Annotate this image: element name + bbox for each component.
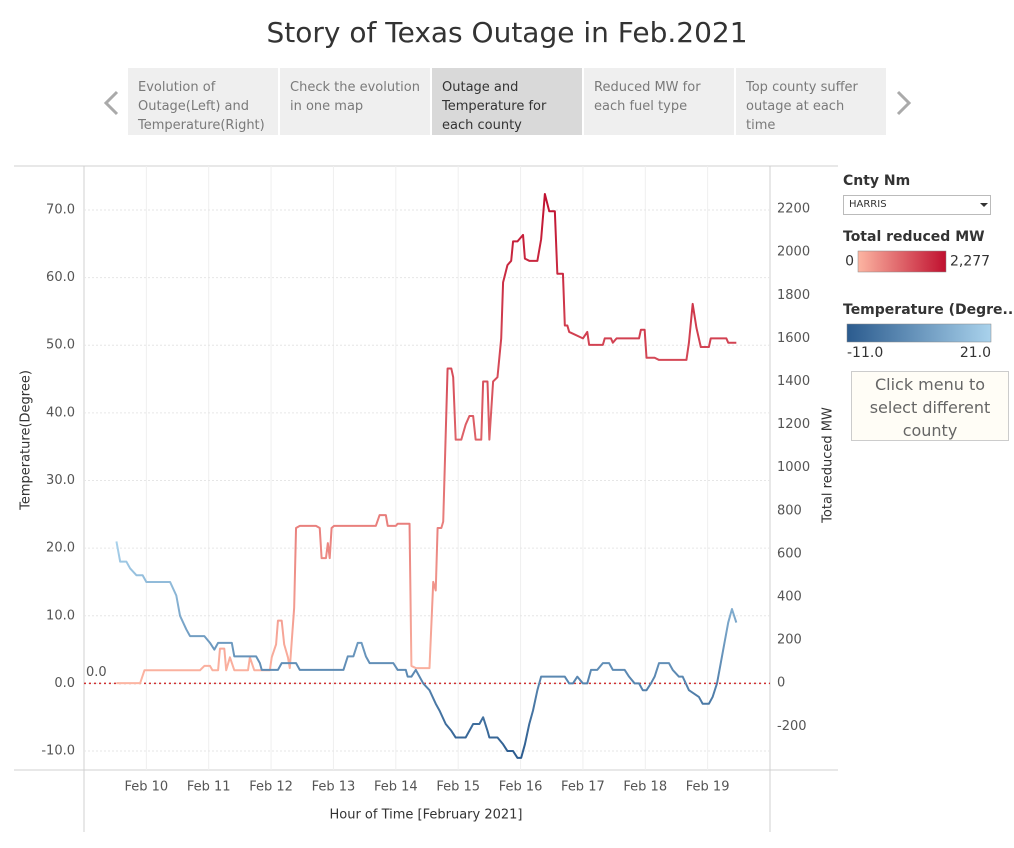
x-tick-label: Feb 12 <box>249 780 293 795</box>
y2-tick-label: 1000 <box>777 460 810 475</box>
y-tick-label: 0.0 <box>54 676 75 691</box>
story-point[interactable]: Check the evolution in one map <box>280 68 430 135</box>
y2-tick-label: 1400 <box>777 374 810 389</box>
legend-tick-label: 2,277 <box>950 254 990 270</box>
y2-tick-label: 200 <box>777 633 802 648</box>
y-tick-label: 20.0 <box>46 541 75 556</box>
y2-tick-label: 1800 <box>777 288 810 303</box>
y-tick-label: 30.0 <box>46 473 75 488</box>
y-tick-label: -10.0 <box>41 744 75 759</box>
filter-label: Cnty Nm <box>843 173 910 189</box>
y2-tick-label: 2200 <box>777 202 810 217</box>
y-tick-label: 40.0 <box>46 405 75 420</box>
y2-axis-title: Total reduced MW <box>821 407 836 524</box>
next-arrow[interactable] <box>896 90 912 116</box>
x-tick-label: Feb 14 <box>374 780 418 795</box>
x-tick-label: Feb 15 <box>436 780 480 795</box>
y-tick-label: 10.0 <box>46 608 75 623</box>
y2-tick-label: 2000 <box>777 245 810 260</box>
prev-arrow[interactable] <box>103 90 119 116</box>
x-tick-label: Feb 13 <box>312 780 356 795</box>
legend-tick-label: 0 <box>845 254 854 270</box>
dropdown-arrow <box>980 203 988 207</box>
legend-color-bar <box>857 250 947 273</box>
legend-tick-label: 21.0 <box>960 345 991 361</box>
y-tick-label: 60.0 <box>46 270 75 285</box>
legend-title: Total reduced MW <box>843 229 985 245</box>
y-tick-label: 70.0 <box>46 202 75 217</box>
county-dropdown[interactable]: HARRIS <box>843 195 991 215</box>
x-tick-label: Feb 16 <box>499 780 543 795</box>
story-title: Story of Texas Outage in Feb.2021 <box>266 16 747 49</box>
note: Click menu to select different county <box>851 371 1009 441</box>
series-line <box>116 193 737 685</box>
y2-tick-label: 400 <box>777 589 802 604</box>
reference-line-label: 0.0 <box>86 665 107 680</box>
x-axis-title: Hour of Time [February 2021] <box>329 808 522 823</box>
y2-tick-label: -200 <box>777 719 807 734</box>
x-tick-label: Feb 17 <box>561 780 605 795</box>
story-point[interactable]: Outage and Temperature for each county <box>432 68 582 135</box>
legend-title: Temperature (Degre.. <box>843 302 1013 318</box>
y-axis-title: Temperature(Degree) <box>19 370 34 511</box>
y2-tick-label: 600 <box>777 546 802 561</box>
y2-tick-label: 800 <box>777 503 802 518</box>
y2-tick-label: 1200 <box>777 417 810 432</box>
series-line <box>115 541 738 759</box>
y2-tick-label: 1600 <box>777 331 810 346</box>
y2-tick-label: 0 <box>777 676 785 691</box>
story-point[interactable]: Top county suffer outage at each time <box>736 68 886 135</box>
x-tick-label: Feb 11 <box>187 780 231 795</box>
legend-tick-label: -11.0 <box>847 345 883 361</box>
story-point[interactable]: Reduced MW for each fuel type <box>584 68 734 135</box>
x-tick-label: Feb 19 <box>686 780 730 795</box>
y-tick-label: 50.0 <box>46 338 75 353</box>
legend-color-bar <box>846 323 992 343</box>
x-tick-label: Feb 10 <box>125 780 169 795</box>
story-point[interactable]: Evolution of Outage(Left) and Temperatur… <box>128 68 278 135</box>
x-tick-label: Feb 18 <box>623 780 667 795</box>
